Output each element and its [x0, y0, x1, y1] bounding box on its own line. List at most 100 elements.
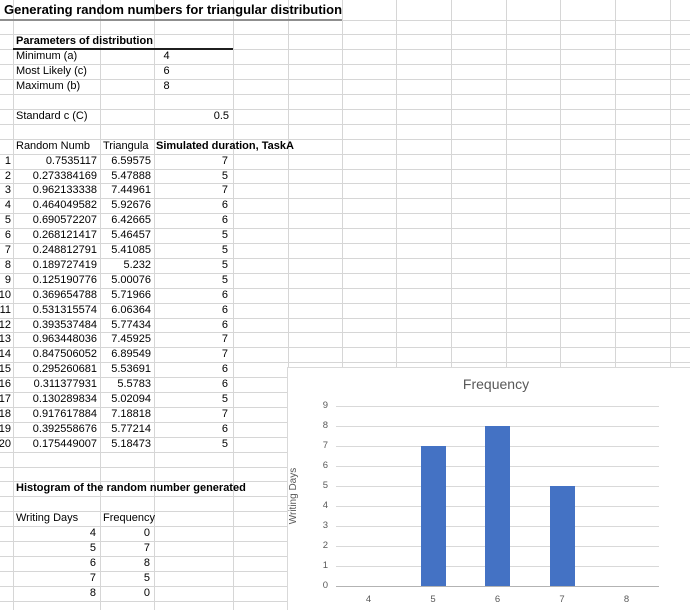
sim-row-number: 9 [4, 273, 11, 286]
sim-row-random-cell[interactable]: 0.963448036 [32, 333, 97, 346]
gridline [396, 0, 397, 610]
sim-row-random-cell[interactable]: 0.175449007 [32, 437, 97, 450]
sim-row-random-cell[interactable]: 0.268121417 [32, 229, 97, 242]
histogram-days-cell[interactable]: 7 [89, 571, 96, 584]
sim-row-duration-cell[interactable]: 5 [221, 393, 228, 405]
chart-y-tick-label: 9 [322, 400, 328, 411]
histogram-days-cell[interactable]: 6 [89, 556, 96, 569]
sim-row-duration-cell[interactable]: 6 [221, 288, 228, 301]
sim-row-triangular-cell[interactable]: 5.5783 [117, 378, 151, 391]
gridline [0, 183, 690, 185]
histogram-days-cell[interactable]: 8 [89, 586, 96, 599]
sim-row-triangular-cell[interactable]: 5.47888 [111, 169, 151, 182]
chart-bar[interactable] [420, 446, 446, 586]
sim-row-random-cell[interactable]: 0.917617884 [32, 407, 97, 420]
sim-row-random-cell[interactable]: 0.189727419 [32, 258, 97, 271]
parameter-value[interactable]: 4 [163, 50, 170, 63]
sim-row-duration-cell[interactable]: 5 [221, 229, 228, 242]
parameters-heading: Parameters of distribution [16, 35, 153, 48]
chart-bar[interactable] [549, 486, 575, 586]
sim-row-number: 17 [0, 393, 11, 405]
sim-row-triangular-cell[interactable]: 6.89549 [111, 348, 151, 361]
histogram-days-cell[interactable]: 5 [89, 542, 96, 554]
histogram-frequency-cell[interactable]: 5 [143, 571, 150, 584]
sim-row-duration-cell[interactable]: 6 [221, 214, 228, 227]
sim-row-triangular-cell[interactable]: 5.77214 [111, 422, 151, 435]
standard-c-value[interactable]: 0.5 [213, 109, 229, 122]
sim-row-duration-cell[interactable]: 6 [221, 199, 228, 212]
histogram-frequency-cell[interactable]: 0 [143, 586, 150, 599]
parameter-label[interactable]: Most Likely (c) [16, 65, 87, 78]
sim-row-duration-cell[interactable]: 5 [221, 244, 228, 256]
sim-row-random-cell[interactable]: 0.464049582 [32, 199, 97, 212]
standard-c-label[interactable]: Standard c (C) [16, 109, 88, 122]
histogram-frequency-cell[interactable]: 0 [143, 527, 150, 540]
gridline [154, 0, 155, 610]
sim-row-random-cell[interactable]: 0.248812791 [32, 244, 97, 256]
chart-x-tick-label: 8 [623, 594, 630, 605]
sim-row-triangular-cell[interactable]: 6.59575 [111, 154, 151, 167]
sim-row-random-cell[interactable]: 0.847506052 [32, 348, 97, 361]
sim-row-duration-cell[interactable]: 6 [221, 422, 228, 435]
sim-row-duration-cell[interactable]: 7 [221, 407, 228, 420]
sim-row-triangular-cell[interactable]: 6.42665 [111, 214, 151, 227]
parameters-bottom-border [13, 48, 233, 50]
chart-x-axis-line [336, 586, 659, 587]
sim-row-random-cell[interactable]: 0.393537484 [32, 318, 97, 331]
parameter-value[interactable]: 6 [163, 65, 170, 78]
sim-row-duration-cell[interactable]: 7 [221, 348, 228, 361]
sim-row-random-cell[interactable]: 0.690572207 [32, 214, 97, 227]
sim-row-triangular-cell[interactable]: 5.77434 [111, 318, 151, 331]
sim-row-random-cell[interactable]: 0.130289834 [32, 393, 97, 405]
histogram-days-cell[interactable]: 4 [89, 527, 96, 540]
sim-row-random-cell[interactable]: 0.7535117 [45, 154, 97, 167]
writing-days-header: Writing Days [16, 512, 79, 525]
sim-row-triangular-cell[interactable]: 7.45925 [111, 333, 151, 346]
sim-row-random-cell[interactable]: 0.311377931 [33, 378, 97, 391]
sim-row-number: 19 [0, 422, 11, 435]
sim-row-random-cell[interactable]: 0.962133338 [32, 184, 97, 197]
chart-y-tick-label: 8 [322, 420, 328, 431]
parameter-label[interactable]: Maximum (b) [16, 80, 81, 93]
sim-row-triangular-cell[interactable]: 5.71966 [111, 288, 151, 301]
sim-row-number: 6 [4, 229, 11, 242]
histogram-frequency-cell[interactable]: 8 [143, 556, 150, 569]
sim-row-duration-cell[interactable]: 6 [221, 318, 228, 331]
sim-row-triangular-cell[interactable]: 5.00076 [111, 273, 151, 286]
sim-row-duration-cell[interactable]: 5 [221, 437, 228, 450]
sim-row-duration-cell[interactable]: 7 [221, 154, 228, 167]
sim-row-random-cell[interactable]: 0.531315574 [32, 303, 97, 316]
sim-row-duration-cell[interactable]: 5 [221, 273, 228, 286]
sim-row-triangular-cell[interactable]: 6.06364 [111, 303, 151, 316]
parameter-label[interactable]: Minimum (a) [16, 50, 78, 63]
sim-row-duration-cell[interactable]: 6 [221, 363, 228, 376]
chart-bar[interactable] [485, 426, 510, 586]
sim-row-duration-cell[interactable]: 5 [221, 258, 228, 271]
sim-row-triangular-cell[interactable]: 5.41085 [111, 244, 151, 256]
sim-row-duration-cell[interactable]: 7 [221, 184, 228, 197]
sim-row-triangular-cell[interactable]: 7.18818 [111, 407, 151, 420]
sim-row-triangular-cell[interactable]: 5.232 [123, 258, 151, 271]
gridline [0, 153, 690, 155]
histogram-frequency-cell[interactable]: 7 [143, 542, 150, 554]
sim-row-duration-cell[interactable]: 5 [221, 169, 228, 182]
gridline [13, 0, 14, 610]
sim-row-duration-cell[interactable]: 6 [221, 303, 228, 316]
sim-row-triangular-cell[interactable]: 5.18473 [111, 437, 151, 450]
sim-row-triangular-cell[interactable]: 7.44961 [111, 184, 151, 197]
sim-row-triangular-cell[interactable]: 5.92676 [111, 199, 151, 212]
sim-row-triangular-cell[interactable]: 5.53691 [111, 363, 151, 376]
sim-row-random-cell[interactable]: 0.273384169 [32, 169, 97, 182]
sim-row-random-cell[interactable]: 0.392558676 [32, 422, 97, 435]
parameter-value[interactable]: 8 [163, 80, 170, 93]
sim-row-random-cell[interactable]: 0.369654788 [32, 288, 97, 301]
sim-row-random-cell[interactable]: 0.125190776 [32, 273, 97, 286]
sim-row-random-cell[interactable]: 0.295260681 [32, 363, 97, 376]
sim-row-triangular-cell[interactable]: 5.46457 [111, 229, 151, 242]
gridline [0, 302, 690, 304]
frequency-bar-chart[interactable]: Frequency Writing Days 0 1 2 3 4 5 6 7 8 9 4 5 6 7 8 [287, 367, 690, 610]
sim-row-duration-cell[interactable]: 7 [221, 333, 228, 346]
sim-row-triangular-cell[interactable]: 5.02094 [111, 393, 151, 405]
sim-row-duration-cell[interactable]: 6 [221, 378, 228, 391]
